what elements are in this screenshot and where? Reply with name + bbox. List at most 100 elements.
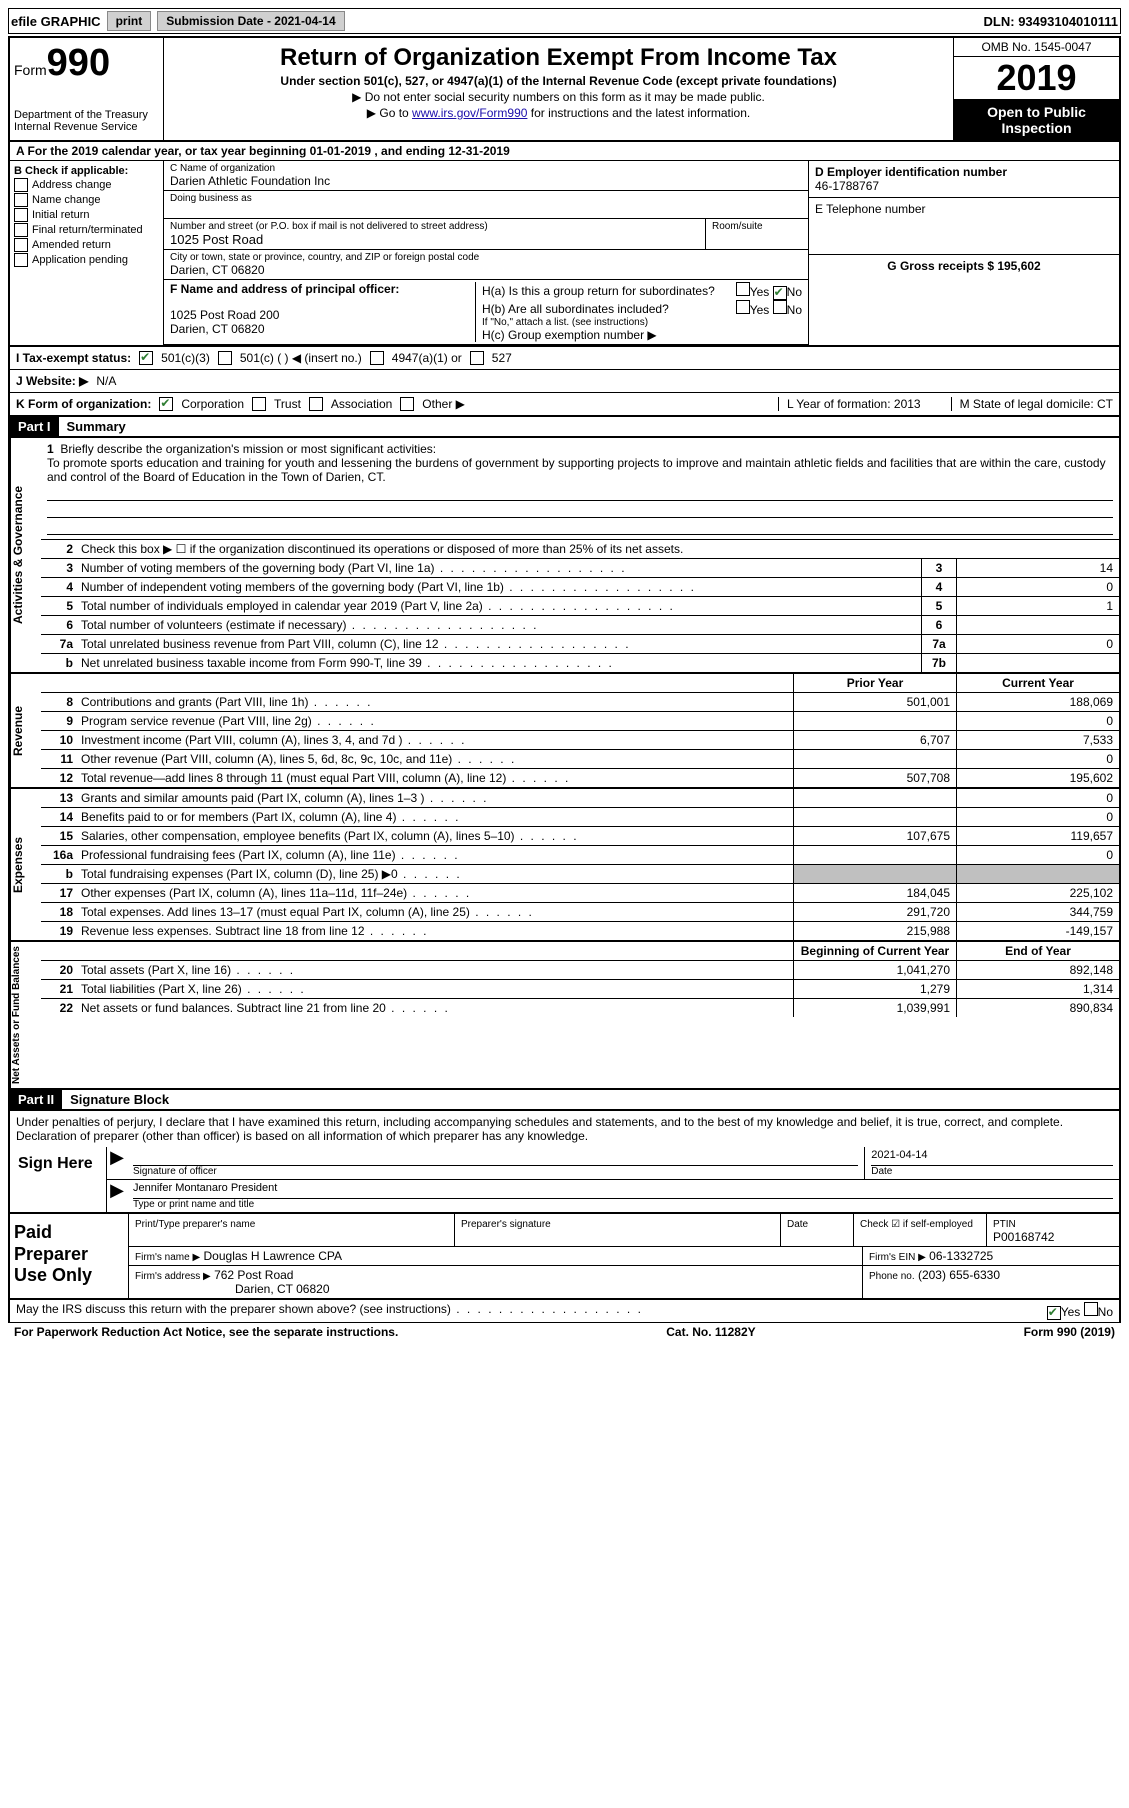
penalties-text: Under penalties of perjury, I declare th… bbox=[8, 1111, 1121, 1147]
section-e: E Telephone number bbox=[809, 198, 1119, 255]
discuss-yes[interactable] bbox=[1047, 1306, 1061, 1320]
sign-here-label: Sign Here bbox=[10, 1147, 107, 1212]
table-row: 7a Total unrelated business revenue from… bbox=[41, 635, 1119, 654]
table-row: 11 Other revenue (Part VIII, column (A),… bbox=[41, 750, 1119, 769]
efile-label: efile GRAPHIC bbox=[11, 14, 101, 29]
check-address-change[interactable]: Address change bbox=[14, 178, 159, 192]
officer-name: Jennifer Montanaro President bbox=[133, 1182, 1113, 1198]
arrow-icon: ▶ bbox=[107, 1180, 127, 1212]
side-label-governance: Activities & Governance bbox=[10, 438, 41, 672]
table-row: 8 Contributions and grants (Part VIII, l… bbox=[41, 693, 1119, 712]
net-assets-section: Net Assets or Fund Balances Beginning of… bbox=[8, 942, 1121, 1090]
check-initial-return[interactable]: Initial return bbox=[14, 208, 159, 222]
table-row: 4 Number of independent voting members o… bbox=[41, 578, 1119, 597]
form-word: Form bbox=[14, 62, 47, 78]
header-right: OMB No. 1545-0047 2019 Open to Public In… bbox=[953, 38, 1119, 140]
revenue-section: Revenue Prior Year Current Year 8 Contri… bbox=[8, 674, 1121, 789]
firm-ein: 06-1332725 bbox=[929, 1249, 993, 1263]
side-label-revenue: Revenue bbox=[10, 674, 41, 787]
section-f: F Name and address of principal officer:… bbox=[170, 282, 475, 342]
top-bar: efile GRAPHIC print Submission Date - 20… bbox=[8, 8, 1121, 34]
ein-value: 46-1788767 bbox=[815, 179, 1113, 193]
section-g: G Gross receipts $ 195,602 bbox=[809, 255, 1119, 277]
discuss-no[interactable] bbox=[1084, 1302, 1098, 1316]
section-d: D Employer identification number 46-1788… bbox=[809, 161, 1119, 198]
entity-info-grid: B Check if applicable: Address change Na… bbox=[8, 161, 1121, 347]
header-left: Form990 Department of the Treasury Inter… bbox=[10, 38, 164, 140]
dba-cell: Doing business as bbox=[164, 191, 808, 219]
row-a-tax-year: A For the 2019 calendar year, or tax yea… bbox=[8, 142, 1121, 161]
instructions-link[interactable]: www.irs.gov/Form990 bbox=[412, 106, 527, 120]
activities-governance-section: Activities & Governance 1 Briefly descri… bbox=[8, 438, 1121, 674]
mission-block: 1 Briefly describe the organization's mi… bbox=[41, 438, 1119, 539]
submission-date-button[interactable]: Submission Date - 2021-04-14 bbox=[157, 11, 344, 31]
arrow-icon: ▶ bbox=[107, 1147, 127, 1179]
website-value: N/A bbox=[96, 374, 116, 388]
side-label-netassets: Net Assets or Fund Balances bbox=[10, 942, 41, 1088]
firm-name: Douglas H Lawrence CPA bbox=[204, 1249, 343, 1263]
row-j-website: J Website: ▶ N/A bbox=[8, 370, 1121, 393]
check-name-change[interactable]: Name change bbox=[14, 193, 159, 207]
subtitle-2: ▶ Do not enter social security numbers o… bbox=[172, 90, 945, 104]
paid-preparer-block: Paid Preparer Use Only Print/Type prepar… bbox=[8, 1214, 1121, 1300]
sign-date: 2021-04-14 bbox=[871, 1149, 1113, 1165]
section-f-h-row: F Name and address of principal officer:… bbox=[164, 280, 808, 345]
check-app-pending[interactable]: Application pending bbox=[14, 253, 159, 267]
table-row: 21 Total liabilities (Part X, line 26) 1… bbox=[41, 980, 1119, 999]
table-row: 13 Grants and similar amounts paid (Part… bbox=[41, 789, 1119, 808]
table-row: 5 Total number of individuals employed i… bbox=[41, 597, 1119, 616]
part-1-header: Part I Summary bbox=[8, 417, 1121, 438]
form-header: Form990 Department of the Treasury Inter… bbox=[8, 36, 1121, 142]
form-title: Return of Organization Exempt From Incom… bbox=[172, 44, 945, 72]
city-state-zip: Darien, CT 06820 bbox=[170, 263, 802, 277]
form-number: 990 bbox=[47, 42, 110, 84]
table-row: 22 Net assets or fund balances. Subtract… bbox=[41, 999, 1119, 1017]
table-row: 17 Other expenses (Part IX, column (A), … bbox=[41, 884, 1119, 903]
header-center: Return of Organization Exempt From Incom… bbox=[164, 38, 953, 140]
section-h: H(a) Is this a group return for subordin… bbox=[475, 282, 802, 342]
subtitle-3: ▶ Go to www.irs.gov/Form990 for instruct… bbox=[172, 106, 945, 120]
org-name: Darien Athletic Foundation Inc bbox=[170, 174, 802, 188]
table-row: 9 Program service revenue (Part VIII, li… bbox=[41, 712, 1119, 731]
section-b: B Check if applicable: Address change Na… bbox=[10, 161, 164, 345]
city-cell: City or town, state or province, country… bbox=[164, 250, 808, 280]
address-row: Number and street (or P.O. box if mail i… bbox=[164, 219, 808, 250]
discuss-row: May the IRS discuss this return with the… bbox=[8, 1300, 1121, 1323]
street-address: 1025 Post Road bbox=[170, 232, 699, 247]
table-row: 3 Number of voting members of the govern… bbox=[41, 559, 1119, 578]
year-formation: L Year of formation: 2013 bbox=[778, 397, 921, 411]
footer-notice: For Paperwork Reduction Act Notice, see … bbox=[8, 1323, 1121, 1341]
dln-label: DLN: 93493104010111 bbox=[984, 14, 1118, 29]
table-row: 6 Total number of volunteers (estimate i… bbox=[41, 616, 1119, 635]
expenses-section: Expenses 13 Grants and similar amounts p… bbox=[8, 789, 1121, 942]
org-name-cell: C Name of organization Darien Athletic F… bbox=[164, 161, 808, 191]
sign-here-block: Sign Here ▶ Signature of officer 2021-04… bbox=[8, 1147, 1121, 1214]
table-row: 12 Total revenue—add lines 8 through 11 … bbox=[41, 769, 1119, 787]
print-button[interactable]: print bbox=[107, 11, 152, 31]
dept-label: Department of the Treasury Internal Reve… bbox=[14, 109, 159, 133]
state-domicile: M State of legal domicile: CT bbox=[951, 397, 1113, 411]
cat-no: Cat. No. 11282Y bbox=[666, 1325, 755, 1339]
part-2-header: Part II Signature Block bbox=[8, 1090, 1121, 1111]
table-row: 15 Salaries, other compensation, employe… bbox=[41, 827, 1119, 846]
table-row: b Total fundraising expenses (Part IX, c… bbox=[41, 865, 1119, 884]
table-row: 16a Professional fundraising fees (Part … bbox=[41, 846, 1119, 865]
table-row: 10 Investment income (Part VIII, column … bbox=[41, 731, 1119, 750]
omb-number: OMB No. 1545-0047 bbox=[954, 38, 1119, 57]
open-to-public: Open to Public Inspection bbox=[954, 100, 1119, 140]
check-corporation[interactable] bbox=[159, 397, 173, 411]
section-d-e-g: D Employer identification number 46-1788… bbox=[808, 161, 1119, 345]
section-b-label: B Check if applicable: bbox=[14, 165, 159, 177]
table-row: 20 Total assets (Part X, line 16) 1,041,… bbox=[41, 961, 1119, 980]
section-c-f: C Name of organization Darien Athletic F… bbox=[164, 161, 808, 345]
ptin-value: P00168742 bbox=[993, 1230, 1054, 1244]
group-return-no[interactable] bbox=[773, 286, 787, 300]
paid-preparer-label: Paid Preparer Use Only bbox=[10, 1214, 129, 1298]
check-amended[interactable]: Amended return bbox=[14, 238, 159, 252]
side-label-expenses: Expenses bbox=[10, 789, 41, 940]
check-final-return[interactable]: Final return/terminated bbox=[14, 223, 159, 237]
check-501c3[interactable] bbox=[139, 351, 153, 365]
form-version: Form 990 (2019) bbox=[1024, 1325, 1115, 1339]
firm-phone: (203) 655-6330 bbox=[918, 1268, 1000, 1282]
mission-text: To promote sports education and training… bbox=[47, 456, 1106, 484]
